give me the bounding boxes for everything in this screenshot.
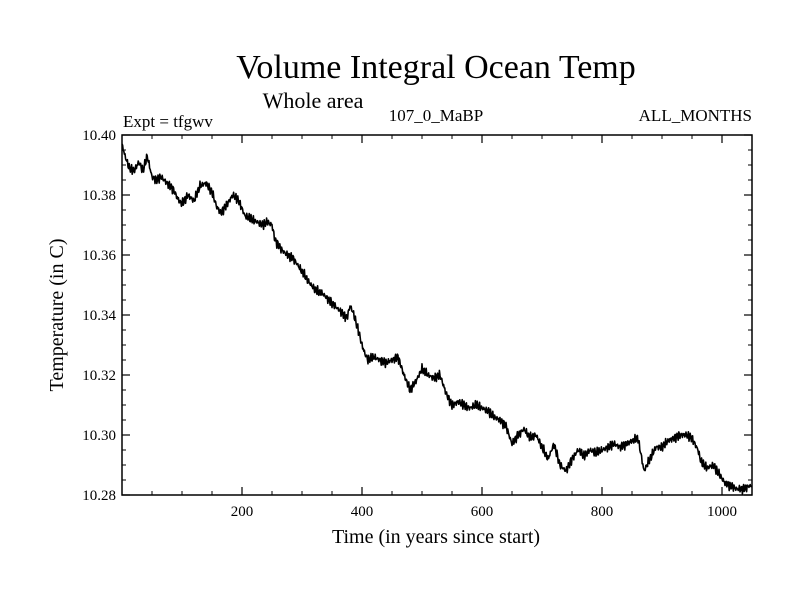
y-tick-label: 10.38 [82, 188, 116, 204]
y-tick-labels: 10.28 10.30 10.32 10.34 10.36 10.38 10.40 [82, 128, 116, 504]
x-axis-label: Time (in years since start) [332, 526, 540, 548]
y-tick-label: 10.32 [82, 368, 116, 384]
x-tick-label: 800 [591, 504, 614, 520]
expt-label: Expt = tfgwv [123, 112, 213, 131]
y-tick-label: 10.40 [82, 128, 116, 144]
months-label: ALL_MONTHS [639, 106, 752, 125]
y-axis-label: Temperature (in C) [46, 239, 68, 392]
y-tick-label: 10.28 [82, 488, 116, 504]
chart-subtitle: Whole area [263, 88, 364, 113]
run-label: 107_0_MaBP [389, 106, 483, 125]
x-tick-labels: 200 400 600 800 1000 [231, 504, 737, 520]
y-tick-label: 10.36 [82, 248, 116, 264]
x-tick-label: 600 [471, 504, 494, 520]
x-tick-label: 400 [351, 504, 374, 520]
plot-frame [121, 134, 753, 496]
y-tick-label: 10.34 [82, 308, 116, 324]
x-tick-label: 200 [231, 504, 254, 520]
tick-marks [122, 134, 752, 496]
temperature-series-line [121, 143, 753, 495]
x-tick-label: 1000 [707, 504, 737, 520]
chart-title: Volume Integral Ocean Temp [236, 49, 636, 86]
y-tick-label: 10.30 [82, 428, 116, 444]
